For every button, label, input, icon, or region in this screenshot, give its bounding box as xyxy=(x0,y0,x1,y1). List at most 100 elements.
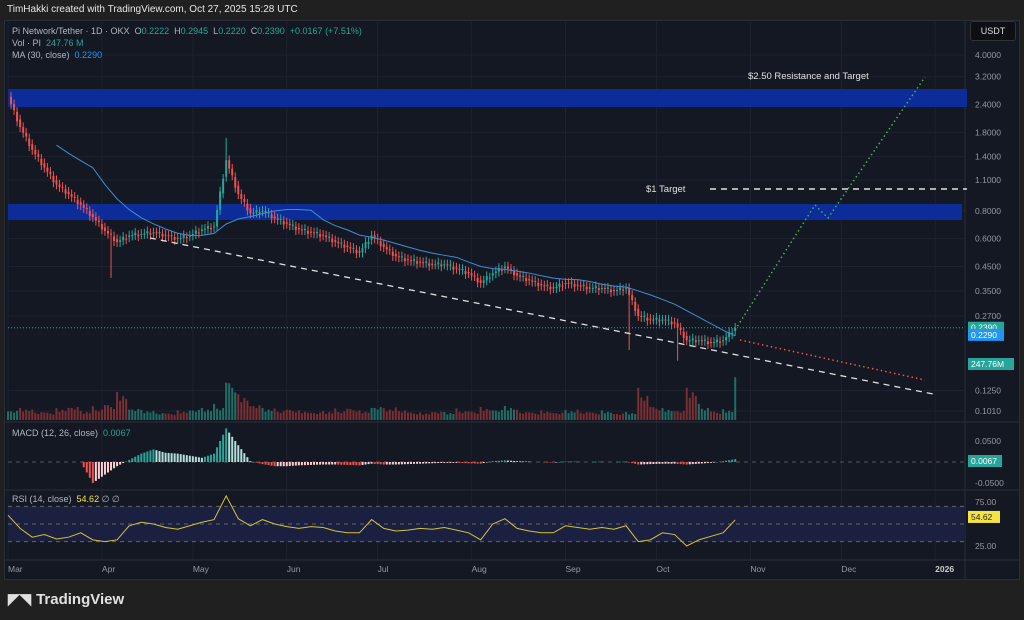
volume-bar xyxy=(549,412,552,420)
macd-histogram-bar xyxy=(255,462,258,463)
candle-body xyxy=(164,234,167,236)
candle-body xyxy=(425,261,428,263)
currency-button[interactable]: USDT xyxy=(970,21,1016,41)
candle-body xyxy=(616,290,619,292)
macd-histogram-bar xyxy=(594,461,597,463)
volume-bar xyxy=(458,411,461,420)
candle-body xyxy=(10,96,13,105)
macd-histogram-bar xyxy=(82,462,85,468)
volume-bar xyxy=(719,413,722,420)
macd-histogram-bar xyxy=(191,456,194,462)
ma-label: MA (30, close) xyxy=(12,50,70,60)
candle-body xyxy=(158,232,161,234)
macd-histogram-bar xyxy=(397,462,400,465)
volume-bar xyxy=(603,413,606,420)
time-tick-label: 2026 xyxy=(935,564,954,574)
volume-bar xyxy=(570,411,573,420)
macd-histogram-bar xyxy=(452,462,455,463)
macd-histogram-bar xyxy=(658,462,661,464)
volume-bar xyxy=(137,408,140,420)
macd-histogram-bar xyxy=(164,452,167,462)
macd-histogram-bar xyxy=(419,462,422,464)
candle-body xyxy=(170,235,173,237)
volume-bar xyxy=(637,387,640,420)
volume-bar xyxy=(503,405,506,420)
candle-body xyxy=(673,322,676,324)
candle-body xyxy=(46,167,49,172)
candle-body xyxy=(452,266,455,270)
volume-bar xyxy=(182,411,185,420)
macd-histogram-bar xyxy=(616,461,619,463)
macd-histogram-bar xyxy=(361,462,364,465)
candle-body xyxy=(434,264,437,266)
macd-histogram-bar xyxy=(291,462,294,466)
candle-body xyxy=(367,241,370,244)
volume-bar xyxy=(285,409,288,420)
candle-body xyxy=(700,340,703,342)
candle-body xyxy=(719,341,722,343)
chart-panel[interactable] xyxy=(4,20,1020,580)
volume-bar xyxy=(349,408,352,420)
candle-body xyxy=(428,263,431,266)
volume-bar xyxy=(300,413,303,420)
macd-histogram-bar xyxy=(561,461,564,463)
volume-bar xyxy=(388,409,391,420)
macd-histogram-bar xyxy=(555,462,558,463)
volume-bar xyxy=(106,405,109,420)
time-tick-label: Sep xyxy=(566,564,581,574)
volume-tag: 247.76M xyxy=(971,359,1004,369)
volume-bar xyxy=(216,408,219,420)
macd-histogram-bar xyxy=(88,462,91,478)
candle-body xyxy=(103,227,106,231)
volume-bar xyxy=(331,413,334,420)
candle-body xyxy=(240,194,243,199)
volume-bar xyxy=(416,414,419,420)
volume-bar xyxy=(437,413,440,420)
candle-body xyxy=(361,248,364,253)
volume-bar xyxy=(55,408,58,420)
candle-body xyxy=(306,230,309,234)
macd-histogram-bar xyxy=(306,462,309,466)
volume-bar xyxy=(303,411,306,420)
macd-histogram-bar xyxy=(543,462,546,463)
macd-label: MACD (12, 26, close) xyxy=(12,428,99,438)
change-value: +0.0167 (+7.51%) xyxy=(289,26,362,36)
macd-histogram-bar xyxy=(131,458,134,462)
rsi-value: 54.62 xyxy=(76,494,100,504)
candle-body xyxy=(549,286,552,290)
volume-bar xyxy=(558,414,561,420)
macd-histogram-bar xyxy=(706,462,709,464)
volume-bar xyxy=(188,410,191,420)
macd-histogram-bar xyxy=(470,462,473,464)
macd-histogram-bar xyxy=(440,462,443,463)
macd-histogram-bar xyxy=(728,460,731,462)
candle-body xyxy=(446,264,449,266)
candle-body xyxy=(328,236,331,238)
macd-histogram-bar xyxy=(679,462,682,465)
macd-legend: MACD (12, 26, close) 0.0067 xyxy=(12,428,131,438)
volume-bar xyxy=(628,414,631,420)
macd-histogram-bar xyxy=(285,462,288,467)
macd-histogram-bar xyxy=(182,454,185,462)
candle-body xyxy=(546,284,549,287)
volume-bar xyxy=(228,383,231,420)
vol-label: Vol · PI xyxy=(12,38,42,48)
candle-body xyxy=(670,321,673,325)
macd-histogram-bar xyxy=(237,445,240,462)
macd-histogram-bar xyxy=(206,455,209,462)
candle-body xyxy=(482,280,485,283)
volume-bar xyxy=(522,413,525,420)
candle-body xyxy=(325,235,328,238)
candle-body xyxy=(40,158,43,166)
candle-body xyxy=(537,282,540,287)
macd-histogram-bar xyxy=(97,462,100,479)
candle-body xyxy=(658,319,661,322)
macd-histogram-bar xyxy=(179,454,182,462)
volume-bar xyxy=(16,410,19,420)
macd-histogram-bar xyxy=(367,462,370,465)
time-tick-label: Aug xyxy=(472,564,487,574)
volume-bar xyxy=(700,408,703,420)
candle-body xyxy=(303,228,306,231)
candle-body xyxy=(255,210,258,213)
